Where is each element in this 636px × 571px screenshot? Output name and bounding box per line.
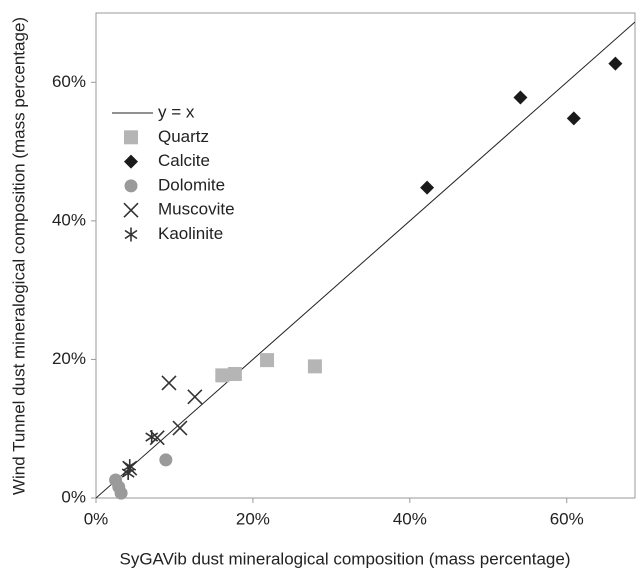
- y-tick-label: 40%: [52, 210, 86, 229]
- legend-marker: [124, 179, 138, 193]
- legend-marker: [124, 154, 138, 169]
- plot-frame: [95, 12, 636, 499]
- point: [420, 180, 435, 195]
- point: [149, 430, 165, 446]
- legend-label: Dolomite: [158, 175, 225, 194]
- identity-line: [96, 21, 635, 498]
- point: [114, 486, 128, 500]
- legend-label: Kaolinite: [158, 224, 223, 243]
- legend-label: Quartz: [158, 127, 209, 146]
- x-tick-label: 20%: [236, 509, 270, 528]
- point: [159, 453, 173, 467]
- x-tick-label: 0%: [84, 509, 109, 528]
- point: [187, 389, 203, 405]
- legend-label: Calcite: [158, 151, 210, 170]
- legend-label: Muscovite: [158, 200, 235, 219]
- point: [161, 375, 177, 391]
- point: [566, 111, 581, 126]
- legend-marker: [123, 202, 139, 218]
- point: [260, 353, 275, 368]
- point: [307, 359, 322, 374]
- point: [215, 368, 230, 383]
- x-axis-title: SyGAVib dust mineralogical composition (…: [119, 549, 570, 568]
- x-tick-label: 60%: [550, 509, 584, 528]
- y-axis-title: Wind Tunnel dust mineralogical compositi…: [9, 17, 28, 495]
- legend-marker: [124, 130, 138, 145]
- y-tick-label: 0%: [61, 487, 86, 506]
- point: [227, 366, 242, 381]
- point: [608, 56, 623, 71]
- point: [121, 466, 135, 481]
- point: [172, 420, 188, 436]
- y-tick-label: 60%: [52, 72, 86, 91]
- legend-marker: [124, 227, 138, 242]
- point: [145, 430, 159, 445]
- x-tick-label: 40%: [393, 509, 427, 528]
- y-tick-label: 20%: [52, 349, 86, 368]
- legend-label: y = x: [158, 102, 195, 121]
- point: [513, 90, 528, 105]
